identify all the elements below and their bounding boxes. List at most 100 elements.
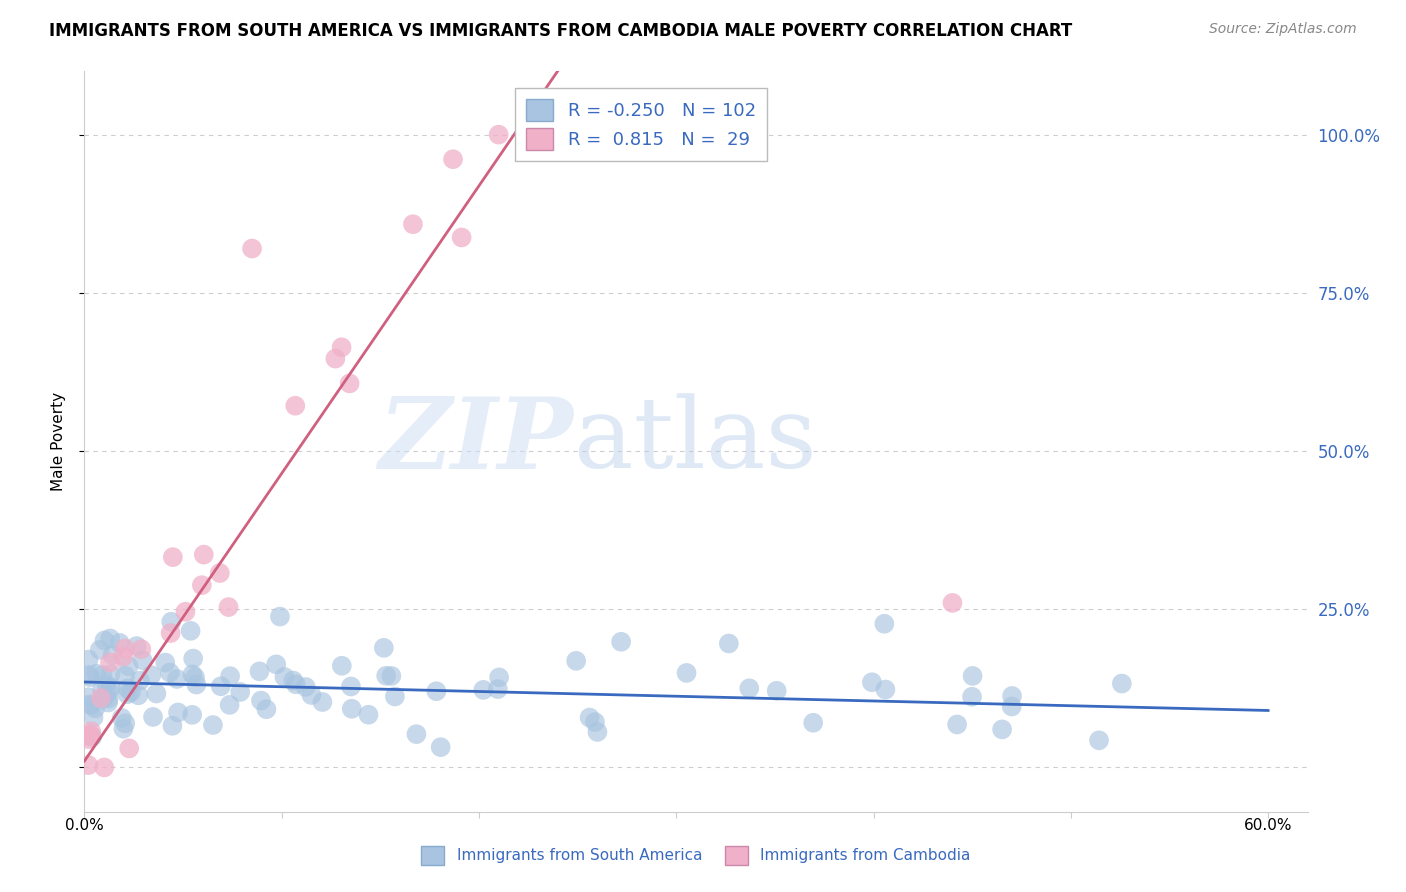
Point xyxy=(114,716,136,731)
Point xyxy=(162,550,184,565)
Point xyxy=(191,578,214,592)
Point xyxy=(380,669,402,683)
Point xyxy=(578,710,600,724)
Point xyxy=(83,710,105,724)
Point xyxy=(162,719,184,733)
Point xyxy=(429,740,451,755)
Point xyxy=(717,636,740,650)
Point xyxy=(330,340,353,354)
Point xyxy=(97,691,120,706)
Point xyxy=(159,626,181,640)
Point xyxy=(160,615,183,629)
Point xyxy=(283,673,305,688)
Point xyxy=(98,656,121,670)
Text: IMMIGRANTS FROM SOUTH AMERICA VS IMMIGRANTS FROM CAMBODIA MALE POVERTY CORRELATI: IMMIGRANTS FROM SOUTH AMERICA VS IMMIGRA… xyxy=(49,22,1073,40)
Point xyxy=(218,600,240,615)
Point xyxy=(155,656,177,670)
Text: ZIP: ZIP xyxy=(378,393,574,490)
Point xyxy=(80,724,103,739)
Point xyxy=(249,665,271,679)
Point xyxy=(86,666,108,681)
Point xyxy=(82,730,104,744)
Point xyxy=(79,698,101,712)
Point xyxy=(675,665,697,680)
Point xyxy=(127,688,149,702)
Point xyxy=(875,682,897,697)
Point xyxy=(180,624,202,638)
Point xyxy=(96,678,118,692)
Point xyxy=(118,741,141,756)
Point xyxy=(93,760,115,774)
Point xyxy=(284,399,307,413)
Point xyxy=(159,665,181,680)
Point xyxy=(111,711,134,725)
Point xyxy=(219,669,242,683)
Point xyxy=(402,217,425,231)
Point xyxy=(962,669,984,683)
Point xyxy=(330,658,353,673)
Point xyxy=(229,685,252,699)
Point xyxy=(209,679,232,693)
Text: atlas: atlas xyxy=(574,393,817,490)
Point xyxy=(93,633,115,648)
Point xyxy=(145,686,167,700)
Point xyxy=(240,242,263,256)
Point xyxy=(97,685,120,699)
Point xyxy=(860,675,883,690)
Point xyxy=(586,725,609,739)
Point xyxy=(375,669,398,683)
Point xyxy=(100,667,122,681)
Point xyxy=(991,723,1014,737)
Point xyxy=(1001,689,1024,703)
Point xyxy=(254,702,277,716)
Point xyxy=(284,677,307,691)
Point xyxy=(801,715,824,730)
Point xyxy=(441,152,464,166)
Point xyxy=(218,698,240,712)
Point xyxy=(79,670,101,684)
Point xyxy=(299,688,322,702)
Point xyxy=(120,685,142,699)
Point xyxy=(325,351,347,366)
Point xyxy=(311,695,333,709)
Point xyxy=(960,690,983,704)
Point xyxy=(294,680,316,694)
Point xyxy=(941,596,963,610)
Point xyxy=(186,677,208,691)
Point xyxy=(101,648,124,662)
Point xyxy=(1088,733,1111,747)
Point xyxy=(1111,676,1133,690)
Point xyxy=(738,681,761,696)
Point xyxy=(166,672,188,686)
Point xyxy=(384,690,406,704)
Point xyxy=(269,609,291,624)
Point xyxy=(264,657,287,672)
Point xyxy=(142,710,165,724)
Point xyxy=(486,682,509,697)
Point xyxy=(357,707,380,722)
Point xyxy=(405,727,427,741)
Point xyxy=(117,659,139,673)
Point xyxy=(201,718,224,732)
Point xyxy=(114,641,136,656)
Point xyxy=(610,634,633,648)
Text: Source: ZipAtlas.com: Source: ZipAtlas.com xyxy=(1209,22,1357,37)
Point xyxy=(98,632,121,646)
Point xyxy=(117,687,139,701)
Point xyxy=(131,653,153,667)
Point xyxy=(129,673,152,688)
Point xyxy=(125,639,148,653)
Point xyxy=(472,682,495,697)
Point xyxy=(108,636,131,650)
Point xyxy=(373,640,395,655)
Point xyxy=(97,696,120,710)
Y-axis label: Male Poverty: Male Poverty xyxy=(51,392,66,491)
Point xyxy=(77,668,100,682)
Point xyxy=(90,691,112,706)
Point xyxy=(77,690,100,705)
Point xyxy=(340,702,363,716)
Point xyxy=(946,717,969,731)
Point xyxy=(77,732,100,747)
Text: 60.0%: 60.0% xyxy=(1244,818,1292,833)
Point xyxy=(167,706,190,720)
